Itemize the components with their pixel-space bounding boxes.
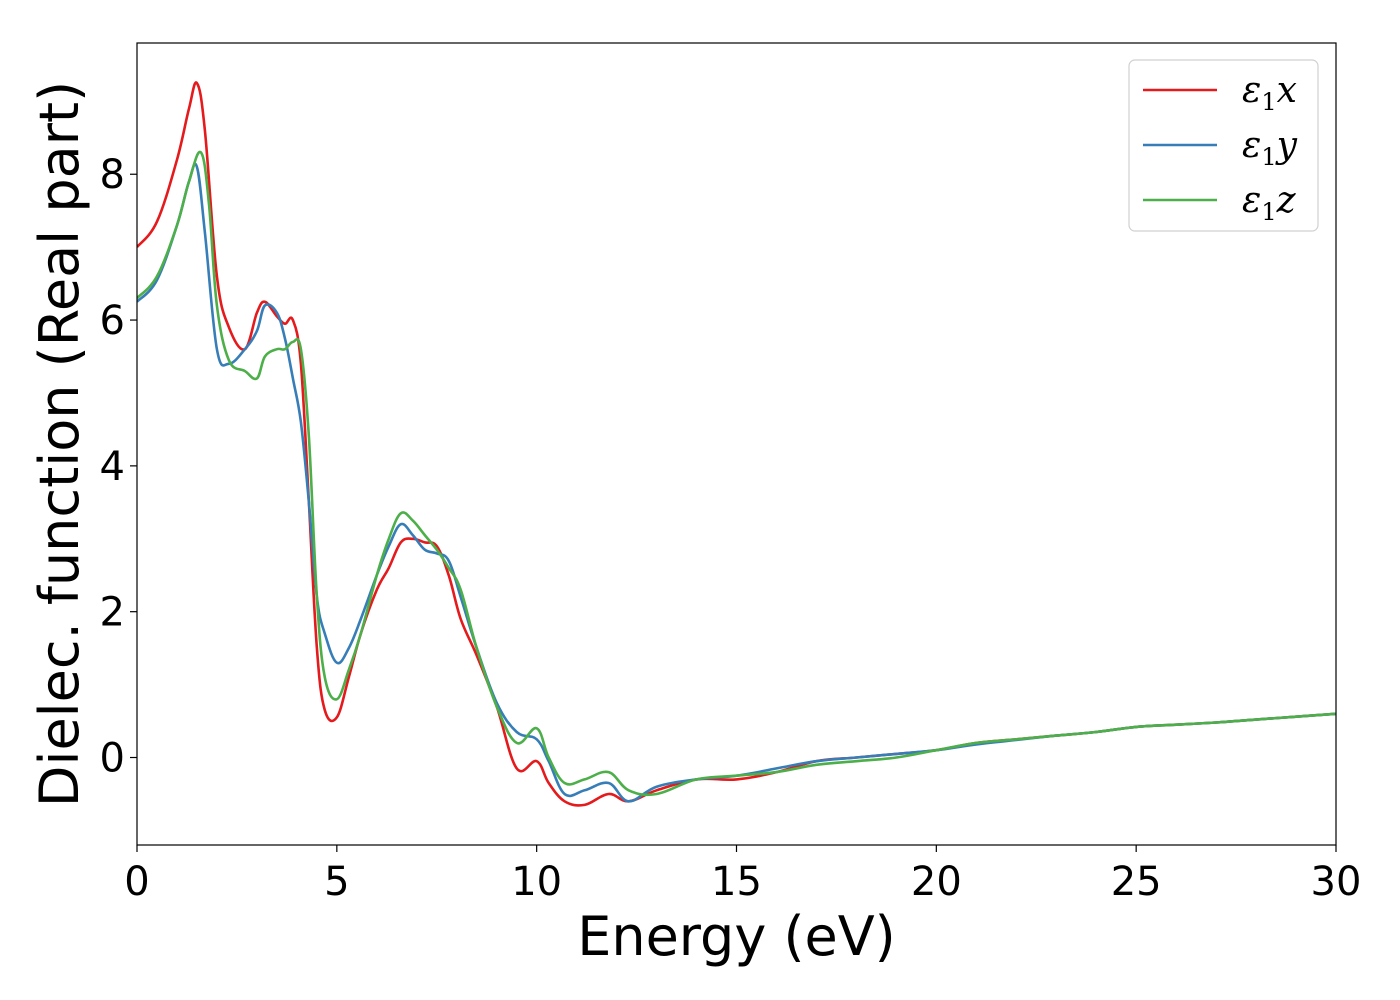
legend-label-x: ε1x — [1242, 70, 1297, 116]
series-line-z — [137, 150, 1336, 797]
y-tick-label: 4 — [100, 444, 125, 490]
x-tick-label: 15 — [711, 859, 762, 905]
y-axis-ticks: 0 2 4 6 8 — [100, 152, 137, 782]
x-axis-ticks: 0 5 10 15 20 25 30 — [124, 845, 1361, 905]
x-tick-label: 30 — [1311, 859, 1362, 905]
y-tick-label: 6 — [100, 298, 125, 344]
legend: ε1x ε1y ε1z — [1128, 59, 1319, 232]
y-axis-title: Dielec. function (Real part) — [28, 81, 91, 807]
x-tick-label: 25 — [1111, 859, 1162, 905]
x-tick-label: 0 — [124, 859, 149, 905]
y-tick-label: 0 — [100, 736, 125, 782]
legend-label-y: ε1y — [1242, 125, 1298, 171]
x-tick-label: 10 — [511, 859, 562, 905]
x-tick-label: 5 — [324, 859, 349, 905]
x-tick-label: 20 — [911, 859, 962, 905]
x-axis-title: Energy (eV) — [577, 905, 896, 968]
legend-label-z: ε1z — [1242, 180, 1297, 226]
series-layer — [137, 81, 1336, 807]
y-tick-label: 2 — [100, 590, 125, 636]
y-tick-label: 8 — [100, 152, 125, 198]
legend-box — [1128, 59, 1319, 232]
